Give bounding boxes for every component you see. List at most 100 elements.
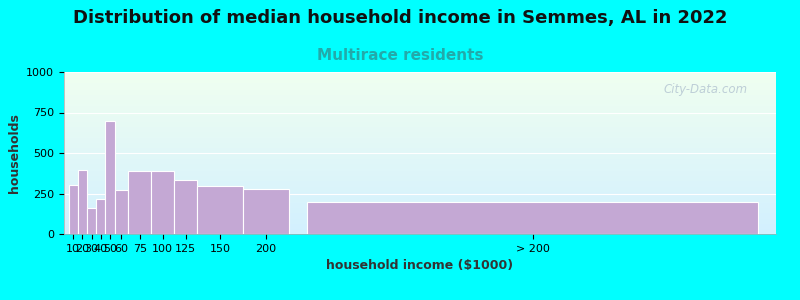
Bar [64, 232, 776, 234]
Bar [64, 101, 776, 103]
Bar [64, 79, 776, 80]
Bar [64, 154, 776, 156]
Bar [151, 171, 174, 234]
Bar [64, 130, 776, 132]
Bar [64, 152, 776, 153]
Bar [64, 221, 776, 223]
Bar [64, 189, 776, 190]
Bar [64, 100, 776, 101]
Bar [64, 134, 776, 135]
Bar [64, 206, 776, 208]
Bar [64, 197, 776, 198]
Bar [87, 208, 96, 234]
Bar [64, 98, 776, 100]
Bar [64, 135, 776, 137]
Bar [64, 169, 776, 171]
Bar [64, 150, 776, 152]
Bar [64, 208, 776, 210]
Bar [64, 96, 776, 98]
Bar [64, 179, 776, 181]
Bar [64, 164, 776, 166]
Bar [64, 80, 776, 82]
Bar [64, 219, 776, 221]
Bar [64, 184, 776, 185]
Bar [64, 227, 776, 229]
Bar [64, 125, 776, 127]
Bar [174, 180, 198, 234]
Bar [64, 229, 776, 231]
Bar [64, 117, 776, 119]
Bar [64, 85, 776, 87]
Bar [64, 104, 776, 106]
Bar [307, 202, 758, 234]
Bar [64, 88, 776, 90]
Bar [78, 170, 87, 234]
Bar [64, 137, 776, 138]
Bar [64, 148, 776, 150]
Text: Multirace residents: Multirace residents [317, 48, 483, 63]
Bar [64, 172, 776, 174]
Bar [64, 145, 776, 146]
Bar [114, 190, 128, 234]
Bar [64, 187, 776, 189]
Bar [64, 87, 776, 88]
Bar [64, 226, 776, 227]
Bar [64, 90, 776, 92]
Bar [64, 198, 776, 200]
Bar [64, 158, 776, 160]
Bar [64, 77, 776, 79]
Bar [64, 205, 776, 206]
Bar [64, 218, 776, 219]
X-axis label: household income ($1000): household income ($1000) [326, 259, 514, 272]
Bar [64, 121, 776, 122]
Bar [64, 192, 776, 194]
Bar [64, 231, 776, 233]
Bar [64, 224, 776, 226]
Bar [64, 223, 776, 224]
Text: City-Data.com: City-Data.com [663, 83, 747, 96]
Bar [64, 214, 776, 216]
Bar [64, 103, 776, 104]
Bar [64, 176, 776, 177]
Bar [64, 140, 776, 142]
Bar [64, 127, 776, 129]
Bar [64, 92, 776, 93]
Bar [64, 216, 776, 218]
Bar [243, 190, 289, 234]
Bar [128, 171, 151, 234]
Bar [64, 109, 776, 111]
Bar [64, 132, 776, 134]
Bar [64, 203, 776, 205]
Bar [198, 186, 243, 234]
Bar [64, 166, 776, 168]
Bar [64, 211, 776, 213]
Bar [64, 177, 776, 179]
Bar [64, 213, 776, 214]
Bar [64, 138, 776, 140]
Bar [64, 114, 776, 116]
Y-axis label: households: households [8, 113, 21, 193]
Bar [64, 106, 776, 108]
Bar [64, 108, 776, 109]
Bar [64, 153, 776, 154]
Bar [64, 95, 776, 96]
Bar [64, 124, 776, 125]
Bar [64, 142, 776, 143]
Bar [64, 156, 776, 158]
Bar [64, 174, 776, 176]
Bar [106, 121, 114, 234]
Bar [64, 129, 776, 130]
Bar [96, 199, 106, 234]
Bar [64, 112, 776, 114]
Bar [64, 75, 776, 77]
Bar [64, 194, 776, 195]
Bar [64, 168, 776, 169]
Bar [64, 185, 776, 187]
Bar [64, 146, 776, 148]
Bar [64, 190, 776, 192]
Bar [64, 93, 776, 95]
Bar [64, 163, 776, 164]
Bar [69, 184, 78, 234]
Bar [64, 83, 776, 85]
Bar [64, 161, 776, 163]
